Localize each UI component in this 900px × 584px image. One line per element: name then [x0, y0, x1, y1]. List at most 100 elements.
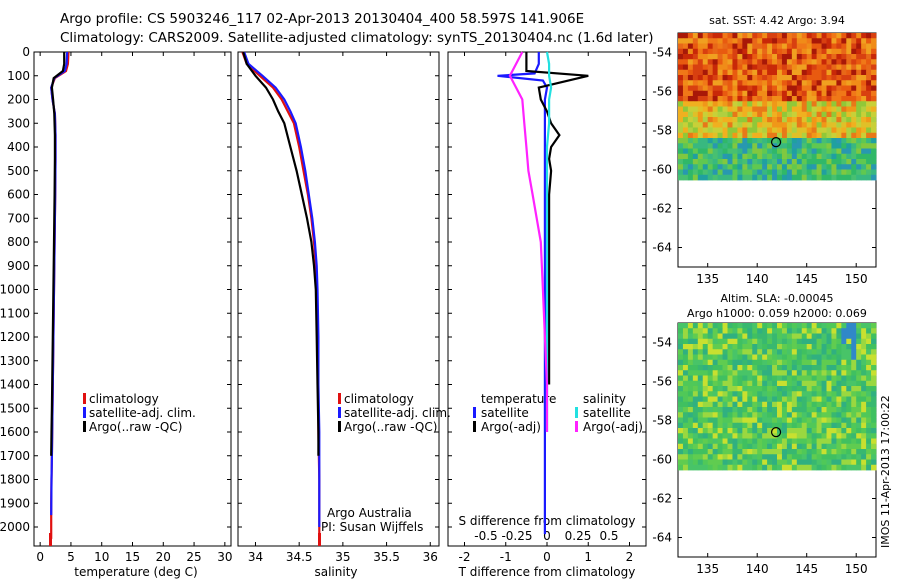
sst-map-cell — [861, 153, 867, 160]
sla-map-cell — [717, 328, 723, 334]
sla-map-cell — [811, 391, 817, 397]
sst-map-cell — [682, 33, 689, 39]
sla-map-cell — [861, 365, 867, 371]
sst-map-cell — [821, 159, 827, 165]
sla-map-cell — [767, 386, 773, 392]
sst-map-cell — [692, 122, 699, 128]
sla-map-cell — [791, 328, 798, 334]
sst-map-cell — [866, 96, 872, 102]
sst-map-cell — [692, 80, 699, 86]
sst-map-cell — [851, 75, 857, 81]
sst-map-cell — [806, 38, 813, 44]
sst-map-cell — [767, 48, 773, 55]
sla-map-cell — [692, 354, 699, 361]
sla-map-cell — [856, 338, 862, 345]
sst-map-cell — [796, 54, 803, 60]
sst-map-cell — [781, 48, 788, 55]
sst-map-cell — [841, 80, 847, 86]
sla-map-cell — [752, 359, 758, 366]
sla-map-cell — [692, 417, 699, 424]
sst-map-cell — [816, 33, 822, 39]
sla-map-cell — [777, 443, 783, 450]
sla-map-cell — [816, 323, 822, 329]
sst-map-cell — [777, 106, 783, 113]
sst-map-cell — [707, 75, 714, 81]
sst-map-cell — [727, 117, 733, 123]
sla-map-cell — [806, 401, 813, 408]
sla-map-cell — [757, 338, 763, 345]
sst-map-cell — [712, 75, 718, 81]
sla-map-cell — [821, 333, 827, 340]
sla-map-cell — [762, 328, 768, 334]
sst-map-cell — [861, 38, 867, 44]
sla-map-cell — [712, 396, 718, 403]
sla-map-cell — [678, 407, 684, 413]
sst-map-cell — [801, 33, 808, 39]
temp-xtick-label: 10 — [94, 550, 109, 564]
sst-map-cell — [856, 69, 862, 76]
sla-map-cell — [732, 454, 738, 460]
sla-map-cell — [781, 328, 788, 334]
sst-map-cell — [762, 143, 768, 149]
depth-tick-label: 2000 — [0, 520, 30, 534]
sst-map-cell — [821, 132, 827, 139]
sla-map-cell — [841, 333, 847, 340]
sst-map-cell — [762, 164, 768, 170]
sst-map-cell — [717, 169, 723, 176]
sla-map-cell — [757, 391, 763, 397]
sla-map-cell — [717, 323, 723, 329]
sla-map-cell — [727, 412, 733, 418]
diff-xtick-label: 0 — [543, 550, 551, 564]
credit-line2: PI: Susan Wijffels — [321, 520, 423, 534]
sla-map-cell — [846, 365, 852, 371]
sst-map-cell — [801, 132, 808, 139]
legend-label: Argo(-adj) — [481, 420, 541, 434]
sla-map-cell — [841, 401, 847, 408]
sst-map-cell — [781, 54, 788, 60]
sst-map-cell — [732, 80, 738, 86]
sla-map-cell — [772, 401, 778, 408]
sla-map-cell — [786, 323, 793, 329]
sst-map-cell — [836, 85, 842, 92]
sla-map-cell — [752, 344, 758, 350]
sla-map-cell — [816, 401, 822, 408]
sla-map-cell — [712, 438, 718, 445]
sst-map-cell — [816, 80, 822, 86]
sla-map-cell — [732, 459, 738, 466]
sst-map-cell — [682, 159, 689, 165]
sla-map-cell — [816, 349, 822, 355]
sst-map-cell — [692, 148, 699, 155]
sst-map-cell — [697, 148, 704, 155]
sst-map-cell — [732, 43, 738, 50]
sst-map-cell — [727, 153, 733, 160]
sst-map-cell — [702, 174, 709, 181]
sla-map-cell — [836, 380, 842, 387]
sla-map-cell — [717, 333, 723, 340]
sst-map-cell — [781, 106, 788, 113]
sla-map-cell — [687, 449, 694, 455]
sst-map-cell — [806, 127, 813, 134]
sla-map-cell — [757, 396, 763, 403]
sla-map-cell — [692, 433, 699, 439]
sst-map-cell — [811, 169, 817, 176]
sst-map-cell — [836, 138, 842, 144]
sst-map-cell — [737, 59, 743, 65]
sla-map-cell — [692, 365, 699, 371]
sst-map-cell — [697, 64, 704, 71]
sst-map-cell — [791, 106, 798, 113]
sst-map-cell — [752, 43, 758, 50]
sla-map-cell — [856, 396, 862, 403]
sst-map-cell — [846, 169, 852, 176]
sla-map-cell — [816, 407, 822, 413]
sst-map-cell — [747, 106, 753, 113]
sla-map-cell — [861, 443, 867, 450]
sst-map-cell — [707, 138, 714, 144]
sst-map-cell — [866, 85, 872, 92]
sst-map-cell — [752, 38, 758, 44]
sla-map-cell — [861, 370, 867, 376]
sla-map-cell — [682, 412, 689, 418]
sla-map-cell — [722, 359, 728, 366]
sla-map-cell — [821, 380, 827, 387]
sst-map-cell — [821, 153, 827, 160]
sst-map-cell — [791, 96, 798, 102]
